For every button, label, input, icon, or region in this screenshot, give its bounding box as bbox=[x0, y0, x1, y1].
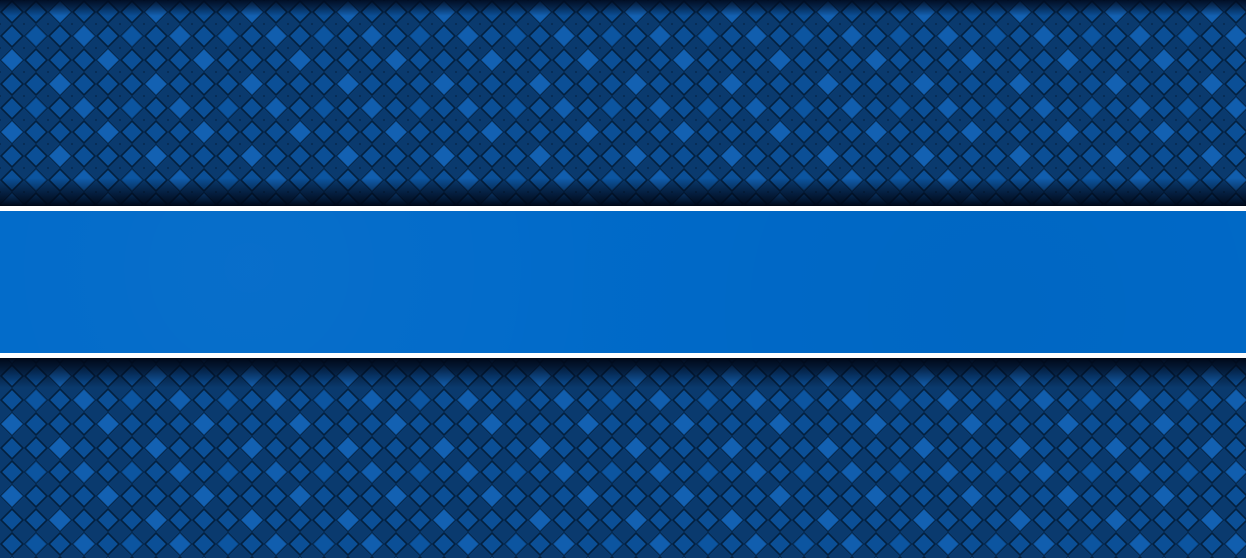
top-panel-bottom-shadow bbox=[0, 178, 1246, 206]
diamond-pattern-bottom bbox=[0, 358, 1246, 558]
top-edge-shade bbox=[0, 0, 1246, 16]
top-diamond-pattern-panel bbox=[0, 0, 1246, 206]
bottom-diamond-pattern-panel bbox=[0, 358, 1246, 558]
banner-border bbox=[0, 206, 1246, 358]
bottom-panel-top-shadow bbox=[0, 358, 1246, 388]
diamond-pattern-top bbox=[0, 0, 1246, 206]
blue-banner bbox=[0, 211, 1246, 353]
